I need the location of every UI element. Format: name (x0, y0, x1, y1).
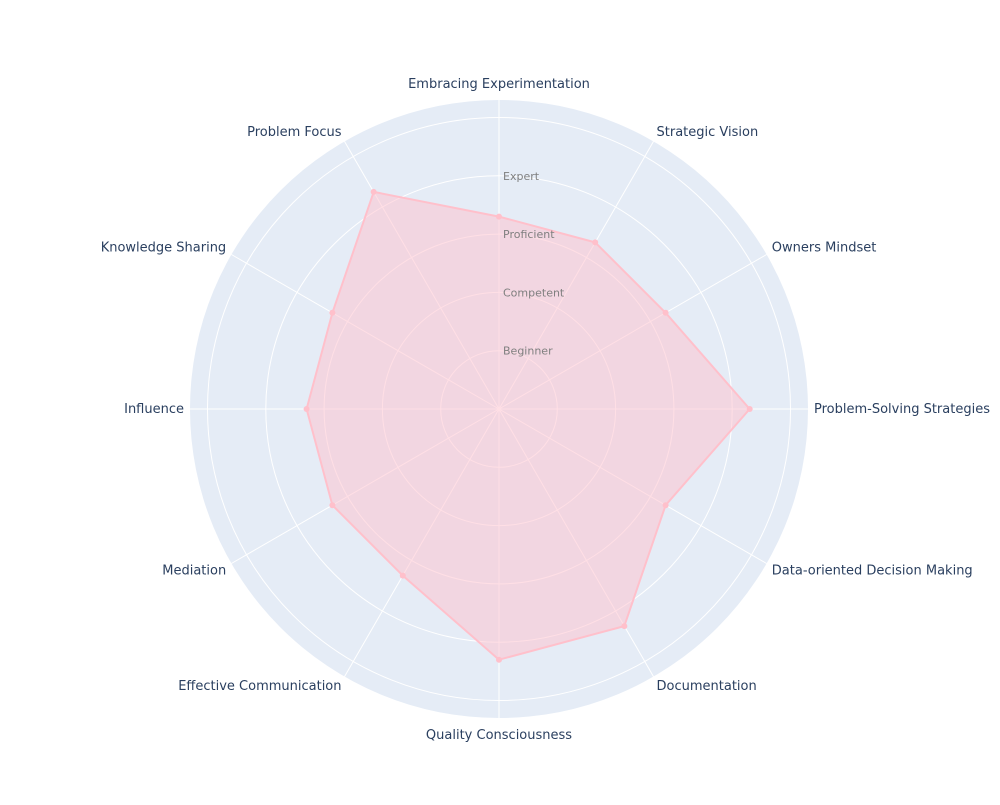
axis-label: Effective Communication (178, 679, 341, 694)
data-point-7 (496, 656, 502, 663)
radial-tick-label: Beginner (503, 345, 553, 358)
axis-label: Data-oriented Decision Making (772, 564, 973, 579)
data-point-12 (370, 188, 377, 195)
axis-label: Documentation (657, 679, 757, 694)
axis-label: Quality Consciousness (426, 728, 572, 743)
radial-tick-label: Expert (503, 170, 540, 183)
data-point-11 (329, 309, 336, 316)
data-point-6 (621, 623, 628, 630)
data-point-3 (662, 309, 669, 316)
axis-label: Strategic Vision (657, 125, 759, 140)
data-point-5 (662, 502, 669, 509)
data-point-2 (592, 239, 599, 246)
axis-label: Influence (124, 402, 184, 417)
data-point-4 (746, 406, 753, 412)
axis-label: Embracing Experimentation (408, 77, 590, 92)
axis-label: Mediation (162, 564, 226, 579)
axis-label: Knowledge Sharing (101, 241, 227, 256)
data-point-8 (399, 572, 406, 579)
radial-tick-label: Proficient (503, 228, 555, 241)
data-point-1 (496, 213, 502, 220)
axis-label: Problem-Solving Strategies (814, 402, 990, 417)
axis-label: Problem Focus (247, 125, 342, 140)
axis-label: Owners Mindset (772, 241, 877, 256)
radial-tick-label: Competent (503, 286, 565, 299)
data-point-9 (329, 502, 336, 509)
data-point-10 (303, 406, 310, 412)
